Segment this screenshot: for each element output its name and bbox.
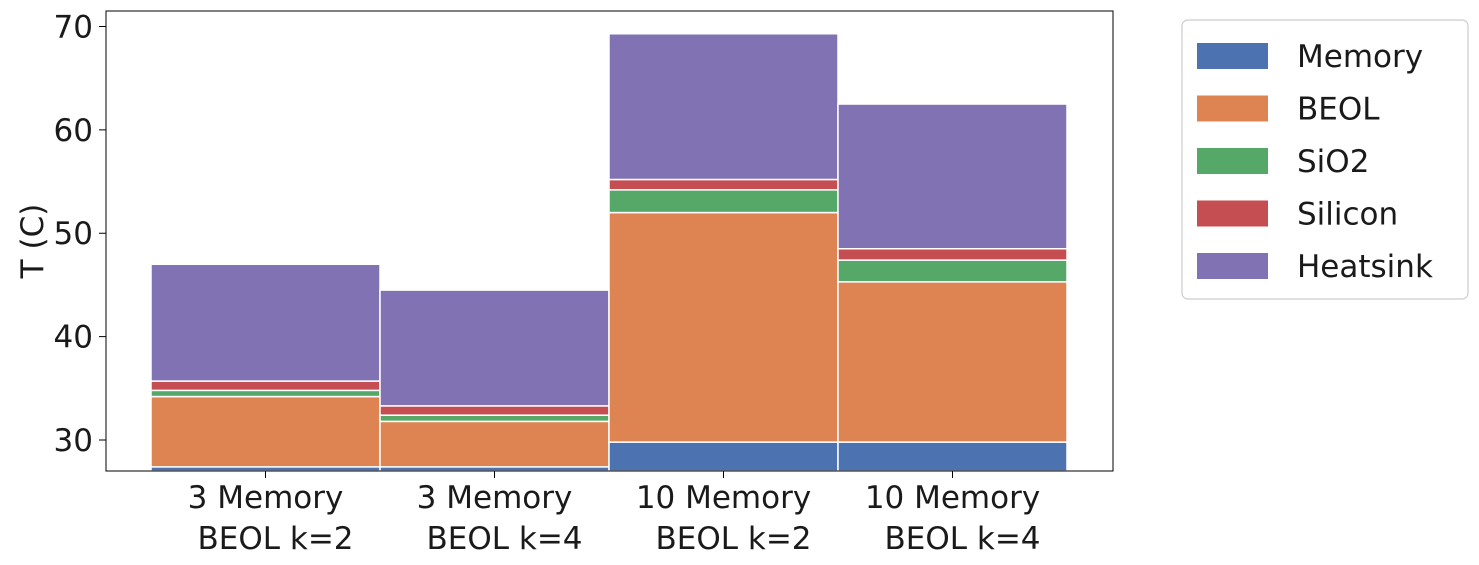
plot-frame	[105, 10, 1114, 472]
legend: Memory BEOL SiO2 Silicon Heatsink	[1181, 19, 1469, 300]
y-tick-label-30: 30	[54, 423, 93, 459]
x-tick-label-0: 3 Memory BEOL k=2	[188, 480, 354, 557]
legend-label-heatsink: Heatsink	[1297, 249, 1433, 285]
bar-silicon-2	[608, 178, 839, 191]
bar-heatsink-3	[837, 103, 1068, 250]
bar-silicon-0	[150, 380, 381, 392]
bar-sio2-3	[837, 259, 1068, 283]
legend-swatch-heatsink	[1197, 253, 1268, 279]
legend-swatch-memory	[1197, 43, 1268, 69]
legend-swatch-silicon	[1197, 200, 1268, 227]
legend-label-silicon: Silicon	[1297, 197, 1398, 233]
bar-silicon-1	[379, 405, 610, 416]
legend-swatch-sio2	[1197, 148, 1268, 174]
bar-sio2-1	[379, 414, 610, 423]
bar-heatsink-1	[379, 289, 610, 407]
bar-sio2-2	[608, 189, 839, 214]
bar-sio2-0	[150, 389, 381, 398]
bar-beol-1	[379, 420, 610, 468]
y-tick-label-50: 50	[54, 216, 93, 252]
legend-label-sio2: SiO2	[1297, 144, 1369, 180]
y-tick-label-70: 70	[54, 10, 93, 46]
legend-frame	[1181, 19, 1469, 300]
legend-label-memory: Memory	[1297, 39, 1423, 75]
bar-heatsink-0	[150, 263, 381, 382]
x-axis: 3 Memory BEOL k=2 3 Memory BEOL k=4 10 Memor…	[188, 471, 1041, 557]
bar-silicon-3	[837, 248, 1068, 261]
x-tick-label-3: 10 Memory BEOL k=4	[865, 480, 1041, 557]
bar-beol-3	[837, 281, 1068, 443]
bar-beol-0	[150, 395, 381, 468]
bars-layer	[150, 32, 1068, 472]
y-axis-label: T (C)	[15, 204, 51, 280]
x-tick-label-2: 10 Memory BEOL k=2	[636, 480, 812, 557]
bar-beol-2	[608, 211, 839, 443]
bar-heatsink-2	[608, 32, 839, 181]
bar-memory-3	[837, 441, 1068, 472]
x-tick-label-1: 3 Memory BEOL k=4	[417, 480, 583, 557]
legend-swatch-beol	[1197, 95, 1268, 122]
legend-label-beol: BEOL	[1297, 92, 1380, 128]
y-axis: 30 40 50 60 70	[54, 10, 106, 459]
y-tick-label-40: 40	[54, 320, 93, 356]
y-tick-label-60: 60	[54, 113, 93, 149]
bar-memory-2	[608, 441, 839, 472]
